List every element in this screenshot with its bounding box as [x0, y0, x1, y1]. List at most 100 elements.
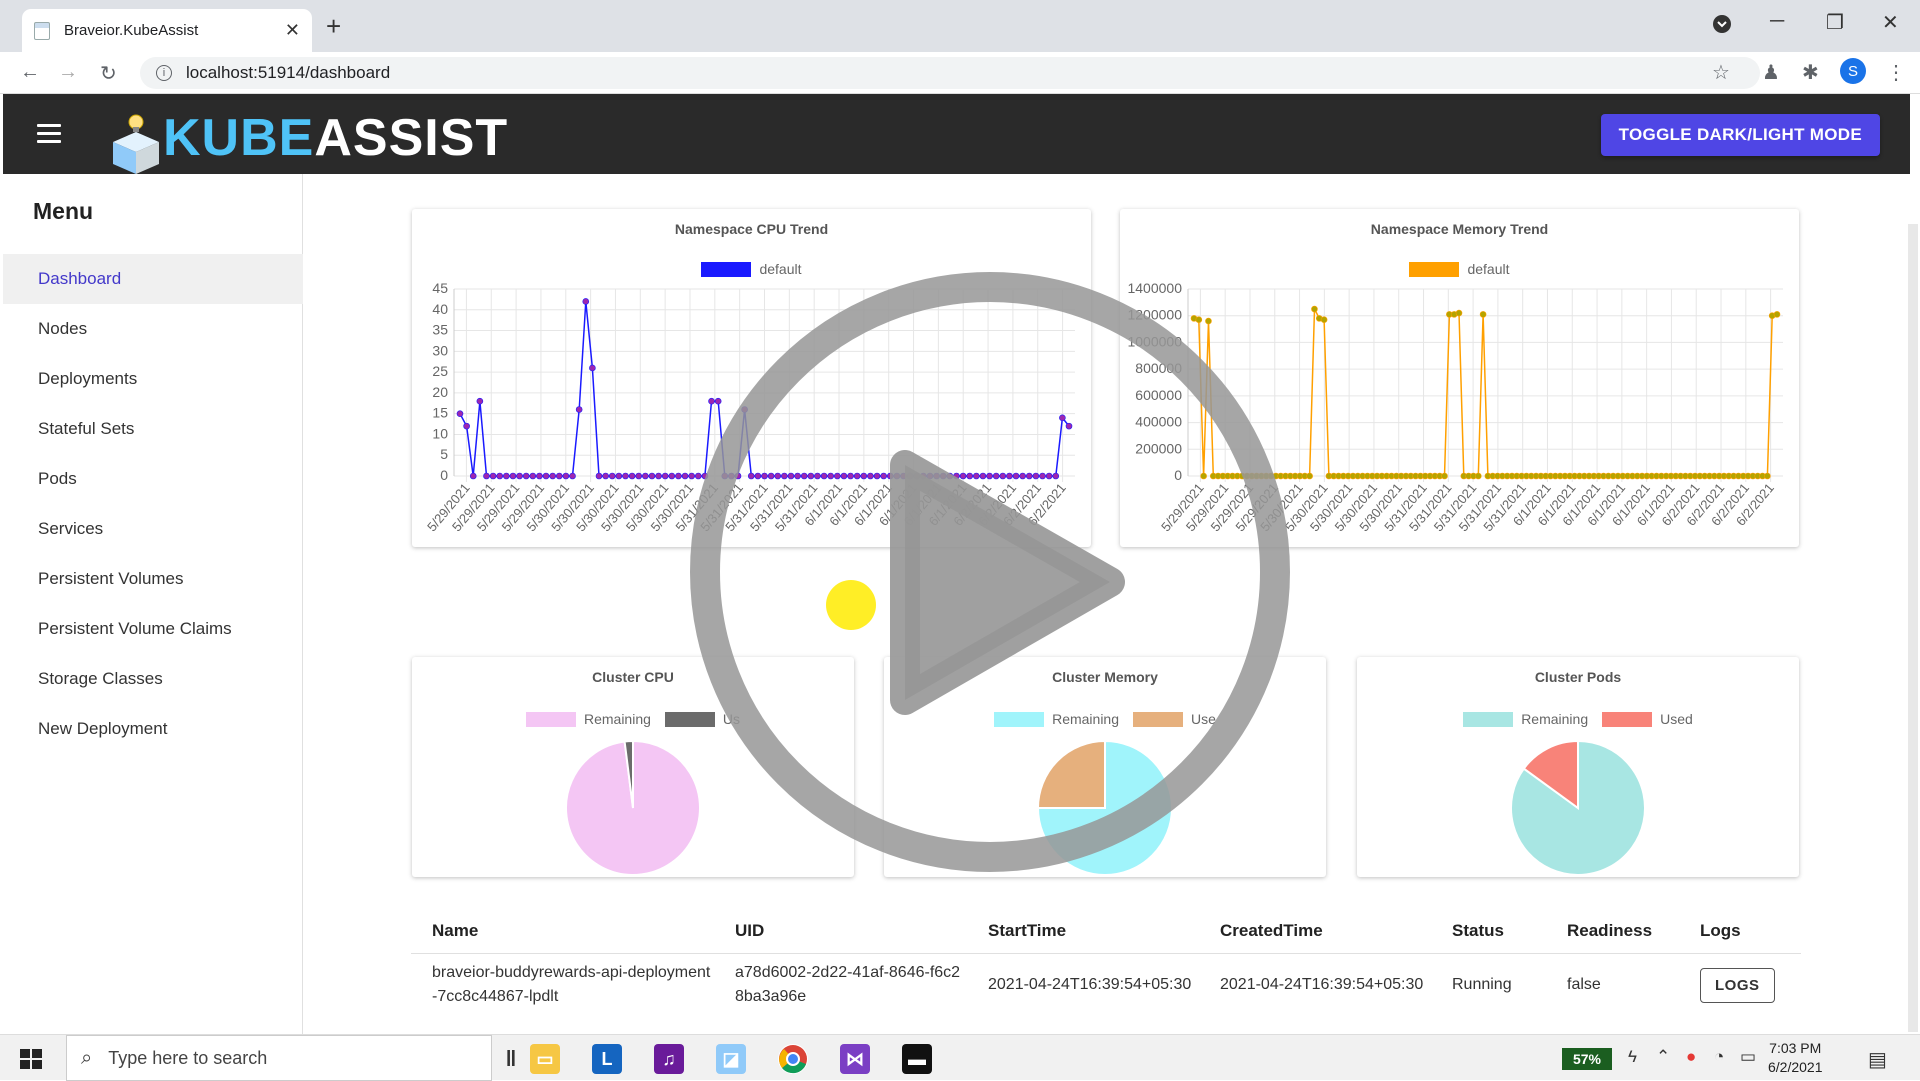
data-point	[1195, 316, 1203, 324]
sidebar-item-storage-classes[interactable]: Storage Classes	[38, 669, 163, 688]
url-input[interactable]: i localhost:51914/dashboard	[140, 57, 1760, 89]
pie-slice-used	[1036, 739, 1106, 809]
chrome-icon[interactable]	[778, 1044, 808, 1074]
data-point	[1025, 472, 1033, 480]
restore-icon[interactable]: ❐	[1826, 12, 1844, 34]
data-point	[522, 472, 530, 480]
sidebar-item-persistent-volumes[interactable]: Persistent Volumes	[38, 569, 184, 588]
y-tick-label: 400000	[1135, 414, 1182, 430]
legend-swatch	[525, 711, 576, 727]
bookmark-star-icon[interactable]: ☆	[1712, 62, 1730, 84]
data-point	[979, 472, 987, 480]
data-point	[622, 472, 629, 480]
wifi-icon[interactable]: ◔	[1714, 1047, 1725, 1066]
legend-label: Remaining	[583, 711, 651, 727]
data-point	[555, 472, 563, 480]
cluster-memory-card: Cluster Memory Remaining Use	[884, 657, 1326, 877]
back-icon[interactable]: ←	[20, 61, 40, 83]
data-point	[1320, 316, 1328, 324]
sidebar-item-stateful-sets[interactable]: Stateful Sets	[38, 419, 135, 438]
hamburger-menu-icon[interactable]	[37, 124, 61, 148]
data-point	[575, 406, 583, 413]
sidebar-item-dashboard[interactable]: Dashboard	[3, 254, 303, 304]
y-tick-label: 35	[432, 322, 448, 338]
y-tick-label: 20	[432, 384, 448, 400]
browser-tab[interactable]: Braveior.KubeAssist ✕	[22, 9, 312, 52]
data-point	[668, 472, 676, 480]
tab-search-icon[interactable]	[1712, 14, 1732, 40]
chart-legend: default	[412, 261, 1091, 277]
data-point	[774, 472, 782, 480]
show-hidden-icons-chevron-icon[interactable]: ⌃	[1656, 1047, 1671, 1066]
data-point	[595, 472, 603, 480]
sidebar-item-pods[interactable]: Pods	[38, 469, 77, 488]
task-view-icon[interactable]: ‖	[505, 1046, 517, 1071]
data-point	[794, 472, 801, 480]
chart-legend: Remaining Used	[1357, 711, 1799, 727]
data-point	[1455, 309, 1463, 317]
window-close-icon[interactable]: ✕	[1882, 12, 1899, 34]
cursor-highlight	[826, 580, 876, 630]
page-scrollbar[interactable]	[1908, 224, 1918, 1032]
sidebar-item-nodes[interactable]: Nodes	[38, 319, 88, 338]
sidebar-item-services[interactable]: Services	[38, 519, 104, 538]
system-clock[interactable]: 7:03 PM 6/2/2021	[1768, 1039, 1823, 1077]
y-tick-label: 800000	[1135, 360, 1182, 376]
terminal-icon[interactable]: ▬	[902, 1044, 932, 1074]
new-tab-plus-icon[interactable]: +	[326, 11, 342, 41]
data-point	[503, 472, 510, 480]
data-point	[827, 472, 834, 480]
data-point	[661, 472, 669, 480]
toggle-theme-button[interactable]: TOGGLE DARK/LIGHT MODE	[1600, 114, 1880, 156]
visual-studio-icon[interactable]: ⋈	[840, 1044, 870, 1074]
data-point	[973, 472, 980, 480]
cluster-cpu-card: Cluster CPU Remaining Us	[412, 657, 854, 877]
file-explorer-icon[interactable]: ▭	[530, 1044, 560, 1074]
app-l-icon[interactable]: L	[592, 1044, 622, 1074]
data-point	[1311, 305, 1318, 313]
close-icon[interactable]: ✕	[284, 20, 300, 40]
chart-title: Cluster CPU	[592, 669, 674, 685]
chart-title: Namespace Memory Trend	[1370, 221, 1549, 237]
data-point	[840, 472, 848, 480]
sidebar-item-deployments[interactable]: Deployments	[38, 369, 138, 388]
extensions-puzzle-icon[interactable]: ✱	[1802, 62, 1819, 84]
more-menu-icon[interactable]: ⋮	[1886, 62, 1906, 84]
minimize-icon[interactable]: ─	[1770, 10, 1785, 32]
forward-icon[interactable]: →	[58, 61, 78, 83]
headphones-app-icon[interactable]: ♫	[654, 1044, 684, 1074]
data-point	[569, 472, 576, 480]
taskbar-search-input[interactable]: ⌕ Type here to search	[66, 1035, 492, 1081]
data-point	[1039, 472, 1046, 480]
data-point	[1479, 311, 1487, 318]
data-point	[926, 472, 934, 480]
legend-swatch	[1602, 711, 1653, 727]
data-point	[939, 472, 947, 480]
accessibility-extension-icon[interactable]: ♟	[1762, 62, 1780, 84]
data-point	[1019, 472, 1026, 480]
power-icon[interactable]: ϟ	[1628, 1047, 1637, 1066]
sidebar-item-persistent-volume-claims[interactable]: Persistent Volume Claims	[38, 619, 232, 638]
battery-tray-icon[interactable]: ▭	[1740, 1047, 1757, 1066]
pdf-reader-icon[interactable]: ◪	[716, 1044, 746, 1074]
data-point	[589, 364, 596, 372]
battery-indicator[interactable]: 57%	[1562, 1048, 1612, 1070]
data-point	[893, 472, 901, 480]
kubeassist-logo: KUBE ASSIST	[111, 102, 508, 174]
reload-icon[interactable]: ↻	[100, 63, 117, 85]
windows-start-icon[interactable]	[20, 1049, 42, 1069]
pod-name: braveior-buddyrewards-api-deployment-7cc…	[432, 964, 711, 1005]
data-point	[628, 472, 636, 480]
data-point	[529, 472, 537, 480]
data-point	[642, 472, 649, 480]
data-point	[675, 472, 682, 480]
column-header-starttime: StartTime	[988, 920, 1067, 940]
data-point	[873, 472, 881, 480]
sidebar-item-new-deployment[interactable]: New Deployment	[38, 719, 168, 738]
profile-avatar[interactable]: S	[1840, 58, 1866, 84]
logs-button[interactable]: LOGS	[1700, 967, 1775, 1003]
notifications-icon[interactable]: ▤	[1868, 1049, 1887, 1071]
site-info-icon[interactable]: i	[156, 65, 172, 81]
record-icon[interactable]: ●	[1686, 1047, 1697, 1066]
logo-kube-text: KUBE	[163, 109, 315, 167]
